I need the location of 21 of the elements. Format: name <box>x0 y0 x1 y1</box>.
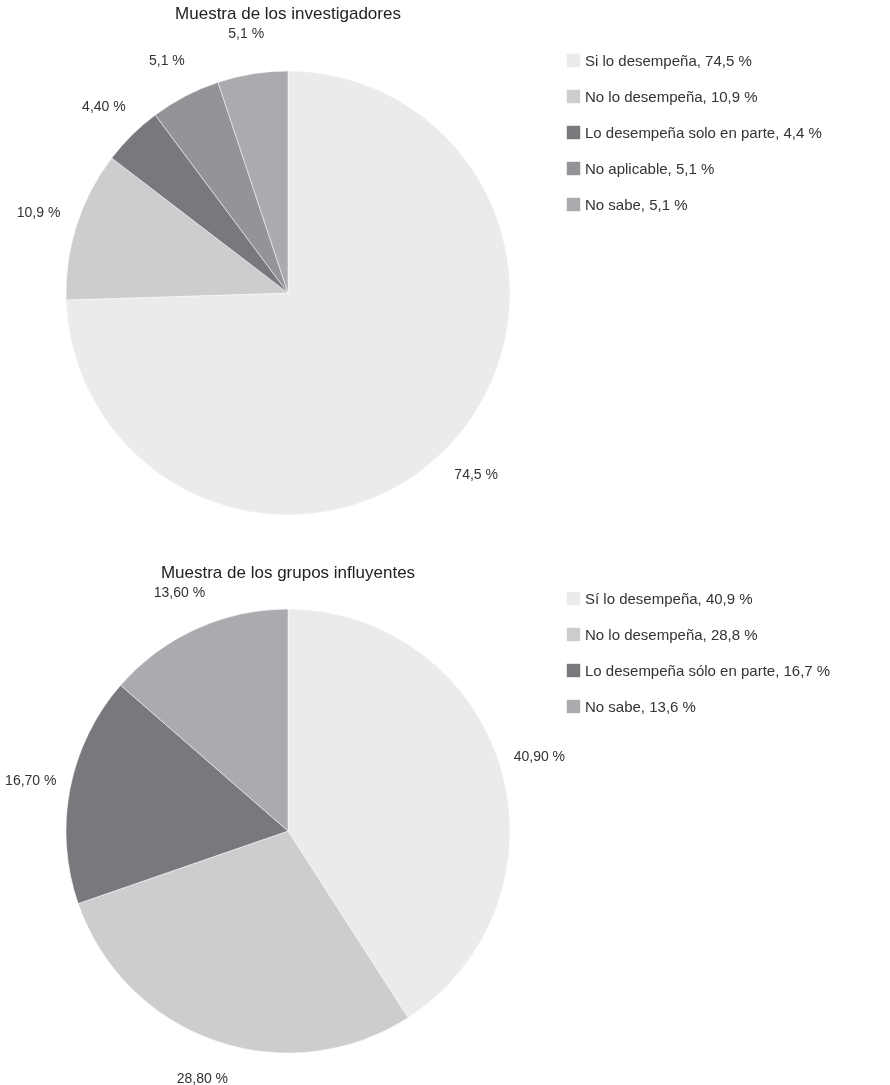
data-label: 13,60 % <box>153 583 206 600</box>
data-label: 5,1 % <box>148 51 185 68</box>
chart-title: Muestra de los investigadores <box>175 4 401 24</box>
data-label: 74,5 % <box>454 466 498 483</box>
legend-label: Si lo desempeña, 74,5 % <box>585 51 752 69</box>
data-label: 10,9 % <box>16 203 61 220</box>
data-label: 4,40 % <box>82 97 126 114</box>
data-label: 16,70 % <box>5 772 57 789</box>
data-label: 40,90 % <box>513 748 566 765</box>
data-label: 5,1 % <box>228 25 265 42</box>
legend-label: Lo desempeña solo en parte, 4,4 % <box>585 123 822 141</box>
legend-label: No lo desempeña, 10,9 % <box>585 87 758 105</box>
legend-label: Sí lo desempeña, 40,9 % <box>585 589 753 607</box>
legend-label: No sabe, 13,6 % <box>585 697 696 715</box>
legend-label: Lo desempeña sólo en parte, 16,7 % <box>585 661 831 679</box>
data-label: 28,80 % <box>176 1069 229 1085</box>
legend-label: No aplicable, 5,1 % <box>585 159 715 177</box>
legend-label: No lo desempeña, 28,8 % <box>585 625 758 643</box>
chart-title: Muestra de los grupos influyentes <box>160 562 416 582</box>
legend-label: No sabe, 5,1 % <box>585 195 688 213</box>
pie-slice <box>65 70 510 516</box>
